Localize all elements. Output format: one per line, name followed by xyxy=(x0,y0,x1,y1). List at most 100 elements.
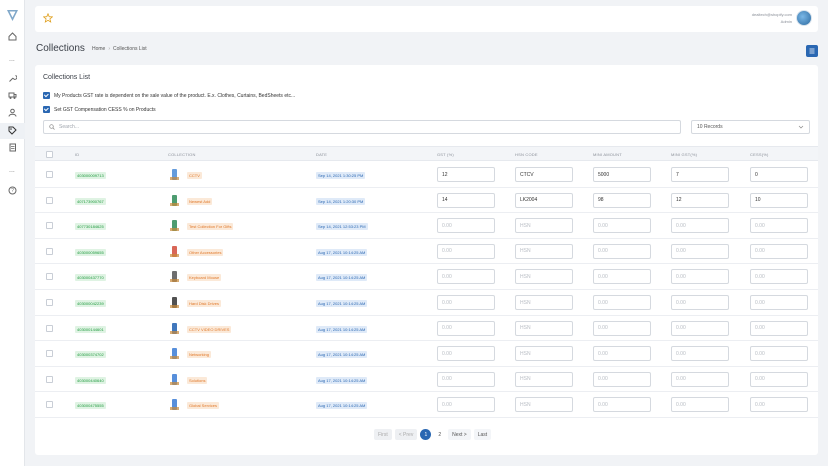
min-gst-input[interactable]: 0.00 xyxy=(671,269,729,285)
collection-id-badge[interactable]: 403000144601 xyxy=(75,325,106,333)
cess-input[interactable]: 0.00 xyxy=(750,218,808,234)
gst-input[interactable]: 0.00 xyxy=(437,218,495,234)
cess-input[interactable]: 0.00 xyxy=(750,371,808,387)
search-input[interactable]: Search... xyxy=(43,120,681,134)
wrench-icon[interactable] xyxy=(7,73,18,84)
min-amount-input[interactable]: 0.00 xyxy=(593,397,651,413)
min-gst-input[interactable]: 0.00 xyxy=(671,295,729,310)
cess-input[interactable]: 0.00 xyxy=(750,269,808,285)
collection-name-badge[interactable]: Global Services xyxy=(187,402,220,410)
pagination-page-1[interactable]: 1 xyxy=(420,429,432,440)
row-checkbox[interactable] xyxy=(46,350,53,358)
row-checkbox[interactable] xyxy=(46,299,53,306)
row-checkbox[interactable] xyxy=(46,273,53,281)
gst-dependent-checkbox[interactable] xyxy=(43,92,50,99)
cess-input[interactable]: 0 xyxy=(750,167,808,182)
pagination-last[interactable]: Last xyxy=(473,429,492,440)
home-icon[interactable] xyxy=(7,31,18,42)
hsn-input[interactable]: HSN xyxy=(515,397,573,413)
min-amount-input[interactable]: 5000 xyxy=(593,167,651,182)
hsn-input[interactable]: CTCV xyxy=(515,167,573,182)
avatar[interactable] xyxy=(796,10,812,26)
min-gst-input[interactable]: 7 xyxy=(671,167,729,182)
collection-name-badge[interactable]: Hard Disk Drives xyxy=(187,300,222,307)
cess-input[interactable]: 0.00 xyxy=(750,243,808,259)
pagination-page-2[interactable]: 2 xyxy=(438,431,442,438)
gst-input[interactable]: 14 xyxy=(437,192,495,208)
collection-id-badge[interactable]: 407173900767 xyxy=(75,197,106,205)
cess-input[interactable]: 0.00 xyxy=(750,295,808,310)
collection-id-badge[interactable]: 403000437770 xyxy=(75,274,106,282)
hsn-input[interactable]: HSN xyxy=(515,371,573,387)
collection-name-badge[interactable]: Keyboard Mouse xyxy=(187,274,222,282)
cess-input[interactable]: 0.00 xyxy=(750,397,808,413)
cess-checkbox[interactable] xyxy=(43,106,50,113)
pagination-next[interactable]: Next > xyxy=(448,429,471,440)
truck-icon[interactable] xyxy=(7,90,18,101)
column-header-collection[interactable]: COLLECTION xyxy=(168,152,196,157)
hsn-input[interactable]: HSN xyxy=(515,269,573,285)
records-per-page-select[interactable]: 10 Records xyxy=(691,120,810,134)
pagination-prev[interactable]: < Prev xyxy=(394,429,418,440)
collection-id-badge[interactable]: 403000475555 xyxy=(75,402,106,410)
star-icon[interactable] xyxy=(43,13,53,23)
logo-icon[interactable] xyxy=(6,9,19,22)
hsn-input[interactable]: HSN xyxy=(515,346,573,362)
collection-name-badge[interactable]: Test Collection For Gifts xyxy=(187,223,234,231)
collection-name-badge[interactable]: Other Accessories xyxy=(187,248,224,256)
row-checkbox[interactable] xyxy=(46,401,53,409)
cess-input[interactable]: 10 xyxy=(750,192,808,208)
tag-icon[interactable] xyxy=(7,125,18,136)
document-icon[interactable] xyxy=(7,142,18,153)
row-checkbox[interactable] xyxy=(46,222,53,230)
hsn-input[interactable]: LK2004 xyxy=(515,192,573,208)
hsn-input[interactable]: HSN xyxy=(515,295,573,310)
gst-input[interactable]: 0.00 xyxy=(437,269,495,285)
menu-button[interactable] xyxy=(806,45,818,57)
min-amount-input[interactable]: 0.00 xyxy=(593,320,651,336)
min-gst-input[interactable]: 0.00 xyxy=(671,243,729,259)
collection-name-badge[interactable]: CCTV VIDEO DRIVES xyxy=(187,325,232,333)
row-checkbox[interactable] xyxy=(46,375,53,383)
column-header-id[interactable]: ID xyxy=(75,152,80,157)
gst-input[interactable]: 0.00 xyxy=(437,371,495,387)
column-header-date[interactable]: DATE xyxy=(316,152,328,157)
hsn-input[interactable]: HSN xyxy=(515,243,573,259)
collection-name-badge[interactable]: Networking xyxy=(187,351,212,359)
gst-input[interactable]: 0.00 xyxy=(437,243,495,259)
hsn-input[interactable]: HSN xyxy=(515,320,573,336)
users-icon[interactable] xyxy=(7,107,18,118)
collection-name-badge[interactable]: Newest Add xyxy=(187,197,213,205)
cess-input[interactable]: 0.00 xyxy=(750,346,808,362)
collection-name-badge[interactable]: Solutions xyxy=(187,376,208,384)
min-gst-input[interactable]: 0.00 xyxy=(671,371,729,387)
min-amount-input[interactable]: 0.00 xyxy=(593,346,651,362)
collection-name-badge[interactable]: CCTV xyxy=(187,172,202,179)
collection-id-badge[interactable]: 407730184625 xyxy=(75,223,106,231)
gst-input[interactable]: 0.00 xyxy=(437,397,495,413)
breadcrumb-home[interactable]: Home xyxy=(92,46,106,52)
min-gst-input[interactable]: 0.00 xyxy=(671,218,729,234)
min-amount-input[interactable]: 0.00 xyxy=(593,371,651,387)
gst-input[interactable]: 12 xyxy=(437,167,495,182)
gst-input[interactable]: 0.00 xyxy=(437,295,495,310)
gst-input[interactable]: 0.00 xyxy=(437,346,495,362)
row-checkbox[interactable] xyxy=(46,196,53,204)
min-gst-input[interactable]: 12 xyxy=(671,192,729,208)
min-gst-input[interactable]: 0.00 xyxy=(671,397,729,413)
hsn-input[interactable]: HSN xyxy=(515,218,573,234)
collection-id-badge[interactable]: 403000059655 xyxy=(75,248,106,256)
min-amount-input[interactable]: 0.00 xyxy=(593,295,651,310)
min-amount-input[interactable]: 98 xyxy=(593,192,651,208)
row-checkbox[interactable] xyxy=(46,171,53,178)
min-amount-input[interactable]: 0.00 xyxy=(593,218,651,234)
pagination-first[interactable]: First xyxy=(374,429,392,440)
cess-input[interactable]: 0.00 xyxy=(750,320,808,336)
help-icon[interactable]: ? xyxy=(7,185,18,196)
collection-id-badge[interactable]: 403000009713 xyxy=(75,172,106,179)
min-gst-input[interactable]: 0.00 xyxy=(671,346,729,362)
min-amount-input[interactable]: 0.00 xyxy=(593,269,651,285)
row-checkbox[interactable] xyxy=(46,247,53,255)
min-gst-input[interactable]: 0.00 xyxy=(671,320,729,336)
row-checkbox[interactable] xyxy=(46,324,53,332)
